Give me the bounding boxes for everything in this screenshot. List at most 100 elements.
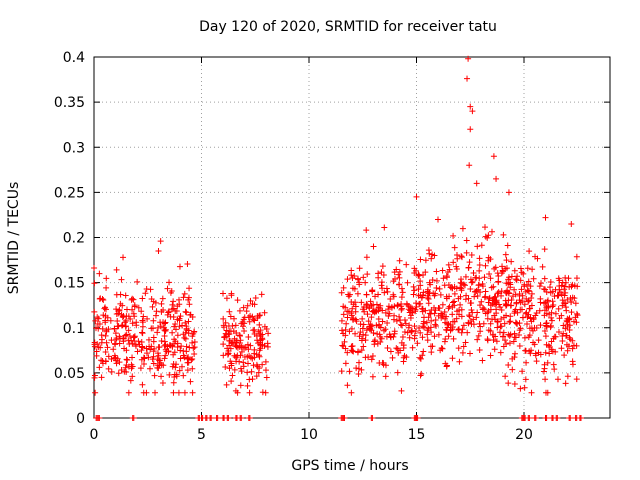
data-point [261,309,268,316]
data-point [185,294,192,301]
data-point [552,286,559,293]
data-point [406,334,413,341]
data-point [525,297,532,304]
x-tick-label: 20 [515,427,533,443]
data-point [497,304,504,311]
data-point [176,323,183,330]
data-point [178,363,185,370]
data-point [379,263,386,270]
data-point [513,300,520,307]
data-point [364,311,371,318]
data-point [443,362,450,369]
data-point [162,352,169,359]
data-point [440,275,447,282]
data-point [184,359,191,366]
data-point [358,347,365,354]
data-point [156,357,163,364]
data-point [102,317,109,324]
data-point [505,362,512,369]
data-point [403,261,410,268]
data-point [393,317,400,324]
data-point [129,295,136,302]
data-point [394,369,401,376]
data-point [427,281,434,288]
data-point [256,347,263,354]
data-point [368,302,375,309]
data-point [519,292,526,299]
data-point [506,318,513,325]
tick-labels: 0 5 10 15 20 0 0.05 0.1 0.15 0.2 0.25 0.3 0.35 0.4 [54,50,533,443]
y-axis-label: SRMTID / TECUs [6,182,22,295]
data-point-peak [473,180,480,187]
data-point [220,341,227,348]
data-point [482,293,489,300]
data-point [550,361,557,368]
data-point [139,329,146,336]
data-point [146,365,153,372]
data-point [231,366,238,373]
data-point [138,308,145,315]
data-point [573,342,580,349]
data-point [181,334,188,341]
data-point [438,310,445,317]
y-tick-label: 0.2 [63,231,85,247]
data-point [137,365,144,372]
data-point [468,299,475,306]
data-point [412,328,419,335]
data-point [475,332,482,339]
data-point [488,284,495,291]
data-point [479,283,486,290]
data-point [550,301,557,308]
data-point [172,326,179,333]
data-point [512,291,519,298]
data-point [528,389,535,396]
data-point-peak [370,243,377,250]
data-point [468,252,475,259]
data-point [394,345,401,352]
data-point [527,283,534,290]
data-point [247,342,254,349]
data-point [543,319,550,326]
data-point [114,318,121,325]
data-point [247,354,254,361]
data-point [180,294,187,301]
data-point [161,355,168,362]
data-point-peak [96,270,103,277]
data-point [409,305,416,312]
data-point [102,348,109,355]
data-point [368,314,375,321]
data-point [113,306,120,313]
data-point [494,270,501,277]
data-point-peak [413,193,420,200]
data-point [356,333,363,340]
data-point [356,359,363,366]
data-point-peak [467,126,474,133]
data-point [559,332,566,339]
data-point [362,279,369,286]
data-point [537,351,544,358]
data-point [359,315,366,322]
data-point [129,320,136,327]
data-point [131,338,138,345]
data-point-peak [542,214,549,221]
data-point [104,344,111,351]
data-point [573,376,580,383]
data-point [501,320,508,327]
data-point [543,389,550,396]
data-point [485,257,492,264]
data-point [378,282,385,289]
data-point [491,312,498,319]
data-point [432,316,439,323]
data-point [511,381,518,388]
x-tick-label: 10 [300,427,318,443]
data-point [169,363,176,370]
data-point [431,252,438,259]
data-point [187,378,194,385]
data-point [421,324,428,331]
data-point [380,271,387,278]
data-point [538,280,545,287]
data-point [411,335,418,342]
data-point [449,324,456,331]
data-point [433,277,440,284]
